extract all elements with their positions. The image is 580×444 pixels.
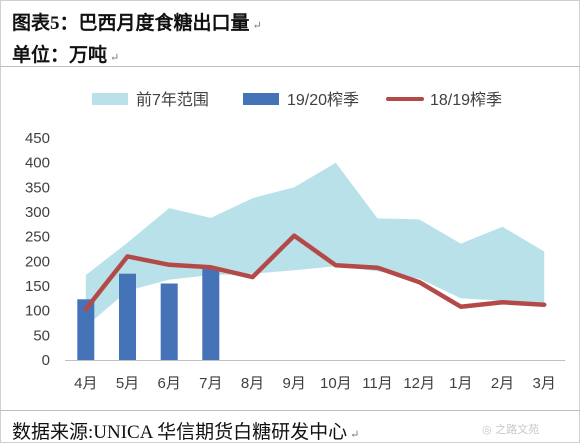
x-tick-label: 9月: [282, 375, 305, 392]
legend-band-key: [92, 93, 128, 105]
chart: 前7年范围 19/20榨季 18/19榨季 0 50 100 150 200 250 300 350…: [25, 91, 565, 392]
y-tick-label: 350: [25, 179, 50, 196]
x-tick-label: 12月: [403, 375, 435, 392]
y-tick-label: 200: [25, 253, 50, 270]
x-tick-label: 3月: [532, 375, 555, 392]
watermark: ◎ 之路文苑: [482, 423, 540, 436]
y-tick-label: 250: [25, 229, 50, 246]
series-line-18-19: [83, 233, 547, 312]
return-mark: ↵: [110, 52, 120, 64]
bar-19-20: [160, 283, 178, 360]
bottom-divider: [0, 410, 580, 411]
source-note: 数据来源:UNICA 华信期货白糖研发中心 ↵: [12, 417, 359, 444]
bar-19-20: [202, 268, 220, 360]
source-text: 数据来源:UNICA 华信期货白糖研发中心: [12, 422, 348, 443]
bar-19-20: [77, 299, 95, 360]
y-tick-label: 450: [25, 130, 50, 147]
legend-label: 前7年范围: [136, 91, 209, 109]
x-tick-label: 4月: [74, 375, 97, 392]
legend-label: 18/19榨季: [430, 91, 502, 109]
x-tick-label: 5月: [116, 375, 139, 392]
top-divider: [0, 66, 580, 67]
range-band-area: [85, 162, 545, 327]
legend-label: 19/20榨季: [287, 91, 359, 109]
unit-label: 单位：万吨 ↵: [12, 40, 119, 67]
x-tick-label: 8月: [241, 375, 264, 392]
legend-bar-key: [243, 93, 279, 105]
x-tick-label: 2月: [491, 375, 514, 392]
return-mark: ↵: [252, 20, 262, 32]
x-tick-label: 10月: [320, 375, 352, 392]
bar-19-20: [119, 273, 136, 360]
y-tick-label: 50: [33, 327, 50, 344]
return-mark: ↵: [350, 429, 360, 441]
y-tick-label: 0: [42, 352, 50, 369]
figure-title-text: 图表5：巴西月度食糖出口量: [12, 13, 250, 34]
y-tick-label: 400: [25, 155, 50, 172]
y-tick-label: 150: [25, 278, 50, 295]
y-tick-label: 100: [25, 303, 50, 320]
x-tick-label: 6月: [157, 375, 180, 392]
x-tick-label: 11月: [362, 375, 393, 392]
x-tick-label: 7月: [199, 375, 222, 392]
unit-text: 单位：万吨: [12, 45, 108, 66]
x-tick-label: 1月: [449, 375, 472, 392]
figure-title: 图表5：巴西月度食糖出口量 ↵: [12, 8, 262, 35]
y-tick-label: 300: [25, 204, 50, 221]
